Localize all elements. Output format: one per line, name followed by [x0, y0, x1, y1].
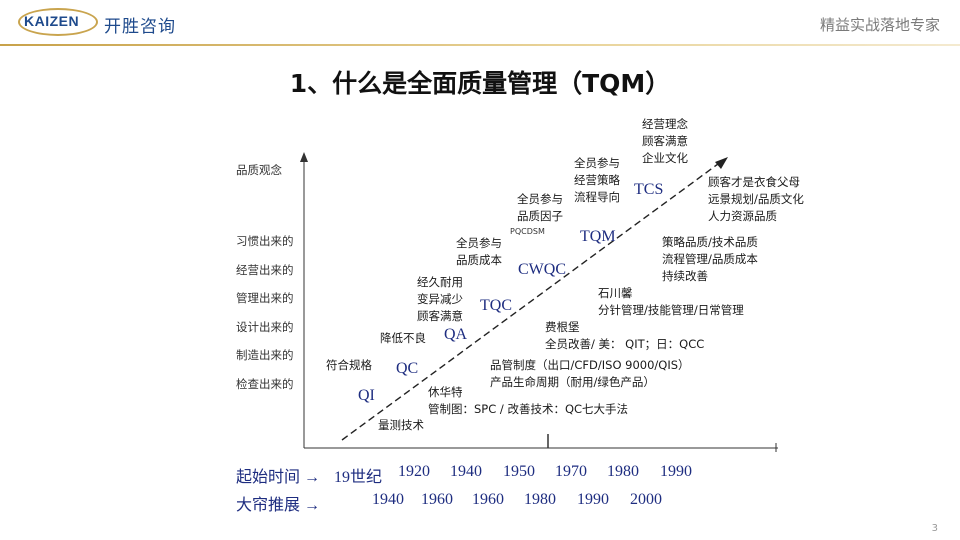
stage-qi: QI — [358, 387, 375, 404]
timeline-start-value: 1920 — [398, 463, 430, 480]
note-tqm-upper: 全员参与 品质因子 — [517, 191, 563, 225]
timeline-boom-value: 1960 — [421, 491, 453, 508]
note-line: 管制图：SPC / 改善技术：QC七大手法 — [428, 402, 629, 416]
logo-company-name: 开胜咨询 — [104, 17, 176, 37]
note-line: 经久耐用 — [417, 275, 463, 289]
timeline-start-value: 1980 — [607, 463, 639, 480]
timeline-boom-label: 大帘推展 → — [236, 497, 321, 514]
logo-wordmark: KAIZEN — [24, 13, 80, 29]
note-line: 分针管理/技能管理/日常管理 — [598, 303, 744, 317]
timeline-boom-value: 2000 — [630, 491, 662, 508]
timeline-boom-row: 大帘推展 → 1940 1960 1960 1980 1990 2000 — [0, 491, 960, 514]
timeline-start-label: 起始时间 → — [236, 469, 321, 486]
stage-qc: QC — [396, 360, 419, 377]
note-right-3: 石川馨 分针管理/技能管理/日常管理 — [598, 285, 744, 319]
header-tagline: 精益实战落地专家 — [819, 16, 940, 34]
note-line: 品质因子 — [517, 209, 563, 223]
timeline-start-row: 起始时间 → 19世纪 1920 1940 1950 1970 1980 199… — [0, 463, 960, 486]
timeline-boom-value: 1960 — [472, 491, 504, 508]
timeline-start-value: 1940 — [450, 463, 482, 480]
y-axis-title: 品质观念 — [236, 163, 282, 177]
y-label-design: 设计出来的 — [236, 320, 294, 334]
y-label-manufacture: 制造出来的 — [236, 348, 294, 362]
timeline-start-value: 19世纪 — [334, 469, 383, 486]
timeline-start-value: 1950 — [503, 463, 535, 480]
timeline-boom-value: 1980 — [524, 491, 556, 508]
note-tcs-upper-1: 全员参与 经营策略 流程导向 — [574, 155, 620, 206]
note-qi-lower: 量测技术 — [378, 418, 424, 432]
timeline-start-value: 1990 — [660, 463, 692, 480]
note-right-4: 费根堡 全员改善/ 美： QIT；日：QCC — [545, 319, 704, 353]
note-line: 变异减少 — [417, 292, 463, 306]
note-line: 流程导向 — [574, 190, 620, 204]
note-line: 策略品质/技术品质 — [662, 235, 758, 249]
note-line: 顾客满意 — [417, 309, 463, 323]
note-line: 流程管理/品质成本 — [662, 252, 758, 266]
y-label-operation: 经营出来的 — [236, 263, 294, 277]
note-line: 企业文化 — [642, 151, 688, 165]
note-tqm-small: PQCDSM — [510, 227, 545, 236]
y-label-inspection: 检查出来的 — [236, 377, 294, 391]
logo-oval-shape — [18, 8, 98, 36]
page-number: 3 — [931, 523, 938, 534]
evolution-diagonal — [341, 163, 719, 441]
note-line: 休华特 — [428, 385, 463, 399]
timeline-start-value: 1970 — [555, 463, 587, 480]
timeline-boom-value: 1940 — [372, 491, 404, 508]
note-line: 人力资源品质 — [708, 209, 777, 223]
note-right-1: 顾客才是衣食父母 远景规划/品质文化 人力资源品质 — [708, 174, 804, 225]
note-line: 全员参与 — [574, 156, 620, 170]
note-line: 全员参与 — [456, 236, 502, 250]
note-line: 费根堡 — [545, 320, 580, 334]
note-line: 全员参与 — [517, 192, 563, 206]
note-line: 顾客满意 — [642, 134, 688, 148]
note-right-2: 策略品质/技术品质 流程管理/品质成本 持续改善 — [662, 234, 758, 285]
y-label-habit: 习惯出来的 — [236, 234, 294, 248]
note-right-6: 休华特 管制图：SPC / 改善技术：QC七大手法 — [428, 384, 628, 418]
note-qi-upper: 符合规格 — [326, 358, 372, 372]
stage-tqc: TQC — [480, 297, 512, 314]
note-tcs-upper-2: 经营理念 顾客满意 企业文化 — [642, 116, 688, 167]
header-bar — [0, 0, 960, 46]
diagonal-arrowhead — [715, 157, 728, 169]
stage-cwqc: CWQC — [518, 261, 566, 278]
note-cwqc-upper: 全员参与 品质成本 — [456, 235, 502, 269]
y-label-management: 管理出来的 — [236, 291, 294, 305]
note-line: 持续改善 — [662, 269, 708, 283]
note-line: 顾客才是衣食父母 — [708, 175, 800, 189]
note-line: 石川馨 — [598, 286, 633, 300]
note-right-5: 品管制度（出口/CFD/ISO 9000/QIS） 产品生命周期（耐用/绿色产品… — [490, 357, 690, 391]
stage-tqm: TQM — [580, 228, 616, 245]
y-axis-arrowhead — [300, 152, 308, 162]
note-qa-upper: 降低不良 — [380, 331, 426, 345]
note-line: 品管制度（出口/CFD/ISO 9000/QIS） — [490, 358, 690, 372]
stage-tcs: TCS — [634, 181, 664, 198]
note-line: 品质成本 — [456, 253, 502, 267]
stage-qa: QA — [444, 326, 468, 343]
note-line: 全员改善/ 美： QIT；日：QCC — [545, 337, 705, 351]
note-line: 产品生命周期（耐用/绿色产品） — [490, 375, 655, 389]
note-line: 经营理念 — [642, 117, 688, 131]
note-line: 经营策略 — [574, 173, 620, 187]
page-title: 1、什么是全面质量管理（TQM） — [289, 69, 671, 98]
note-tqc-upper: 经久耐用 变异减少 顾客满意 — [417, 274, 463, 325]
header-divider — [0, 44, 960, 46]
note-line: 远景规划/品质文化 — [708, 192, 804, 206]
timeline-boom-value: 1990 — [577, 491, 609, 508]
